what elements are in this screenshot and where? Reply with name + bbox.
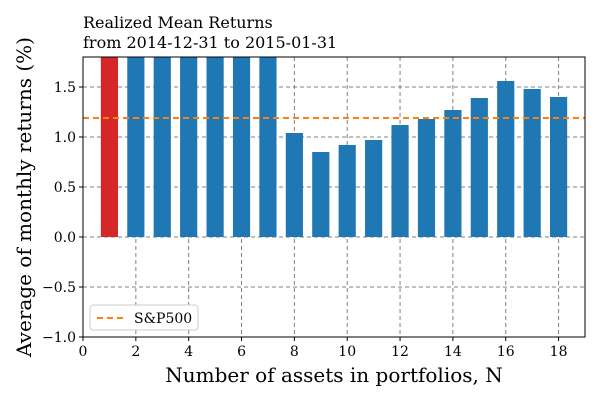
bar: [259, 57, 277, 237]
x-tick-label: 14: [444, 344, 462, 360]
x-tick-label: 16: [497, 344, 515, 360]
y-tick-label: −1.0: [42, 330, 76, 346]
legend-label-sp500: S&P500: [134, 311, 192, 327]
x-tick-label: 2: [131, 344, 140, 360]
bar: [127, 57, 145, 237]
bar: [391, 125, 409, 237]
y-tick-label: 1.5: [54, 80, 76, 96]
x-axis-label: Number of assets in portfolios, N: [165, 363, 502, 387]
x-tick-label: 8: [290, 344, 299, 360]
bars: [100, 57, 568, 237]
x-tick-label: 10: [338, 344, 356, 360]
x-tick-label: 12: [391, 344, 409, 360]
bar: [365, 140, 383, 237]
y-axis-label: Average of monthly returns (%): [12, 37, 36, 358]
x-tick-label: 4: [184, 344, 193, 360]
bar: [206, 57, 224, 237]
bar: [285, 133, 303, 237]
x-axis-ticks: 0 2 4 6 8 10 12 14 16 18: [79, 337, 568, 360]
bar-highlighted: [100, 57, 119, 237]
bar: [523, 89, 541, 237]
y-tick-label: −0.5: [42, 280, 76, 296]
x-tick-label: 18: [550, 344, 568, 360]
bar: [549, 97, 568, 237]
y-tick-label: 0.5: [54, 180, 76, 196]
y-tick-label: 0.0: [54, 230, 76, 246]
y-axis-ticks: −1.0 −0.5 0.0 0.5 1.0 1.5: [42, 80, 83, 346]
bar: [497, 81, 515, 237]
bar: [153, 57, 171, 237]
bar: [470, 98, 488, 237]
bar: [180, 57, 198, 237]
bar: [417, 119, 436, 237]
x-tick-label: 0: [79, 344, 88, 360]
bar: [312, 152, 330, 237]
bar: [338, 145, 356, 237]
y-tick-label: 1.0: [54, 130, 76, 146]
bar: [444, 110, 462, 237]
legend-box: [89, 304, 199, 331]
x-tick-label: 6: [237, 344, 246, 360]
legend: S&P500: [89, 304, 199, 331]
bar: [232, 57, 251, 237]
plot-frame: [82, 56, 586, 338]
chart-title-line1: Realized Mean Returns: [83, 13, 273, 32]
chart-title-line2: from 2014-12-31 to 2015-01-31: [83, 33, 337, 52]
